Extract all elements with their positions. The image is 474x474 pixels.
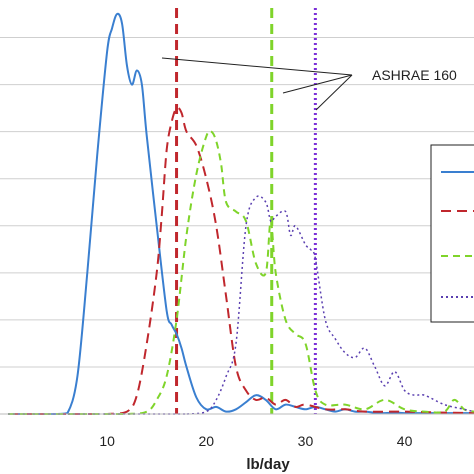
x-tick-label: 40 xyxy=(397,433,413,449)
annotation: ASHRAE 160 xyxy=(161,57,457,111)
grid-lines xyxy=(0,37,474,368)
legend xyxy=(430,144,474,323)
series-line xyxy=(7,129,474,416)
x-tick-labels: 10 20 30 40 xyxy=(99,433,412,449)
annotation-leader-3 xyxy=(315,74,353,111)
annotation-leader-2 xyxy=(282,74,353,94)
series-lines xyxy=(7,12,474,416)
x-axis-label: lb/day xyxy=(246,456,290,473)
reference-lines xyxy=(175,8,317,414)
x-tick-label: 20 xyxy=(199,433,215,449)
x-tick-label: 30 xyxy=(298,433,314,449)
series-line xyxy=(7,106,474,415)
legend-box xyxy=(430,144,474,323)
series-line xyxy=(7,12,474,415)
annotation-text: ASHRAE 160 xyxy=(372,67,457,83)
annotation-leader-1 xyxy=(161,57,353,76)
x-tick-label: 10 xyxy=(99,433,115,449)
series-line xyxy=(7,195,474,415)
